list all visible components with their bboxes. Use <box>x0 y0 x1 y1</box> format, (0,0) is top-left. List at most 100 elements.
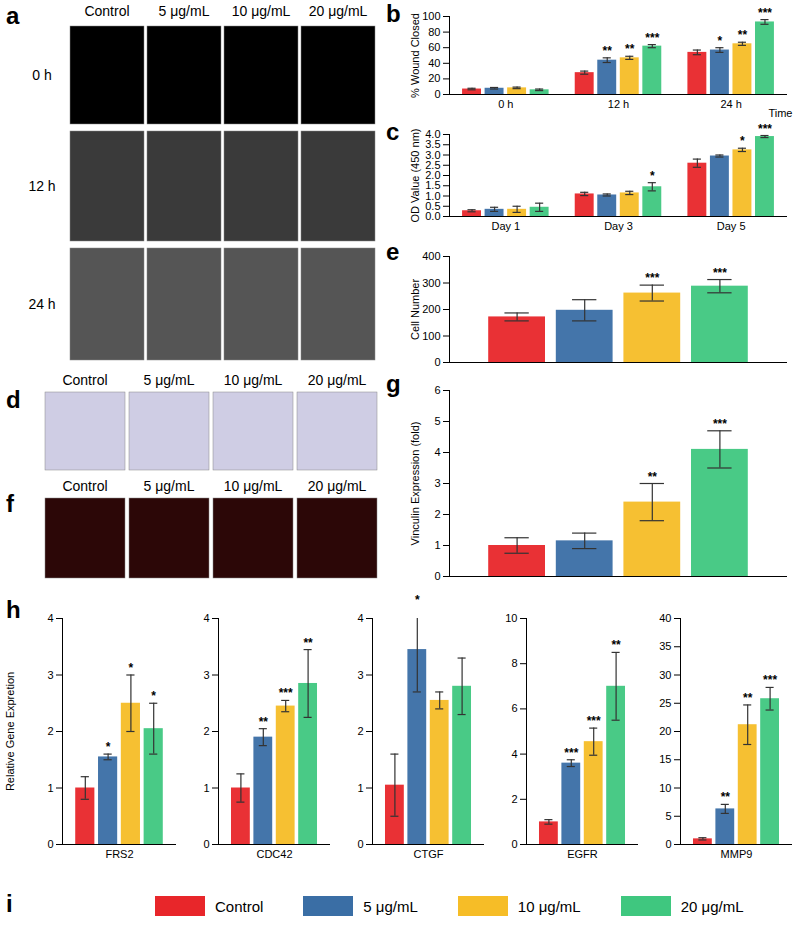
svg-text:15: 15 <box>659 753 671 765</box>
svg-text:20 μg/mL: 20 μg/mL <box>309 3 368 19</box>
svg-text:3.5: 3.5 <box>425 138 440 150</box>
svg-text:1.5: 1.5 <box>425 179 440 191</box>
svg-text:***: *** <box>713 417 727 431</box>
svg-text:5 μg/mL: 5 μg/mL <box>144 478 195 494</box>
svg-text:0: 0 <box>357 838 363 850</box>
svg-text:Control: Control <box>62 478 107 494</box>
svg-text:12 h: 12 h <box>608 98 629 110</box>
svg-text:20: 20 <box>428 72 440 84</box>
svg-text:30: 30 <box>659 669 671 681</box>
svg-text:24 h: 24 h <box>28 296 55 312</box>
svg-text:5: 5 <box>665 810 671 822</box>
svg-text:FRS2: FRS2 <box>105 848 133 860</box>
svg-text:0: 0 <box>203 838 209 850</box>
svg-text:12 h: 12 h <box>28 178 55 194</box>
svg-text:***: *** <box>758 122 772 136</box>
svg-text:*: * <box>718 34 723 48</box>
svg-text:***: *** <box>763 673 777 687</box>
svg-text:OD Value (450 nm): OD Value (450 nm) <box>409 129 421 223</box>
svg-text:**: ** <box>603 44 613 58</box>
svg-text:MMP9: MMP9 <box>721 848 753 860</box>
svg-text:0.5: 0.5 <box>425 200 440 212</box>
svg-text:2: 2 <box>357 725 363 737</box>
svg-text:**: ** <box>721 790 731 804</box>
svg-text:4: 4 <box>434 446 440 458</box>
svg-text:10: 10 <box>659 782 671 794</box>
svg-text:*: * <box>415 593 420 607</box>
svg-text:EGFR: EGFR <box>567 848 598 860</box>
svg-text:3.0: 3.0 <box>425 149 440 161</box>
svg-text:5: 5 <box>434 415 440 427</box>
svg-text:3: 3 <box>434 477 440 489</box>
svg-text:1: 1 <box>203 782 209 794</box>
svg-text:0: 0 <box>511 838 517 850</box>
svg-text:2: 2 <box>511 793 517 805</box>
svg-text:CTGF: CTGF <box>414 848 444 860</box>
svg-text:*: * <box>106 740 111 754</box>
svg-text:*: * <box>650 169 655 183</box>
svg-text:35: 35 <box>659 640 671 652</box>
svg-text:*: * <box>129 661 134 675</box>
svg-text:***: *** <box>713 266 727 280</box>
svg-text:20 μg/mL: 20 μg/mL <box>308 372 367 388</box>
svg-text:Day 5: Day 5 <box>717 220 746 232</box>
svg-text:**: ** <box>303 636 313 650</box>
svg-text:0 h: 0 h <box>32 67 51 83</box>
svg-text:0.0: 0.0 <box>425 210 440 222</box>
svg-text:**: ** <box>625 42 635 56</box>
svg-text:0: 0 <box>47 838 53 850</box>
svg-text:**: ** <box>743 691 753 705</box>
svg-text:*: * <box>151 689 156 703</box>
svg-text:1: 1 <box>47 782 53 794</box>
svg-text:Vinculin Expression (fold): Vinculin Expression (fold) <box>409 422 421 546</box>
svg-text:***: *** <box>645 31 659 45</box>
svg-text:% Wound Closed: % Wound Closed <box>409 13 421 98</box>
svg-text:Control: Control <box>62 372 107 388</box>
svg-text:***: *** <box>564 746 578 760</box>
svg-text:3: 3 <box>47 669 53 681</box>
svg-text:100: 100 <box>422 10 440 22</box>
svg-text:10 μg/mL: 10 μg/mL <box>224 478 283 494</box>
svg-text:3: 3 <box>203 669 209 681</box>
svg-text:8: 8 <box>511 657 517 669</box>
svg-text:100: 100 <box>422 330 440 342</box>
svg-text:24 h: 24 h <box>720 98 741 110</box>
svg-text:***: *** <box>758 6 772 20</box>
svg-text:400: 400 <box>422 250 440 262</box>
svg-text:Day 3: Day 3 <box>604 220 633 232</box>
svg-text:10: 10 <box>505 612 517 624</box>
svg-text:4: 4 <box>357 612 363 624</box>
svg-text:200: 200 <box>422 303 440 315</box>
svg-text:2.0: 2.0 <box>425 169 440 181</box>
svg-text:CDC42: CDC42 <box>256 848 292 860</box>
svg-text:300: 300 <box>422 277 440 289</box>
svg-text:0: 0 <box>665 838 671 850</box>
svg-text:Day 1: Day 1 <box>491 220 520 232</box>
svg-text:0: 0 <box>434 88 440 100</box>
svg-text:Control: Control <box>84 3 129 19</box>
svg-text:***: *** <box>587 714 601 728</box>
svg-text:4: 4 <box>203 612 209 624</box>
svg-text:**: ** <box>648 470 658 484</box>
svg-text:2.5: 2.5 <box>425 159 440 171</box>
svg-text:25: 25 <box>659 697 671 709</box>
svg-text:**: ** <box>611 638 621 652</box>
svg-text:3: 3 <box>357 669 363 681</box>
svg-text:Cell Number: Cell Number <box>409 279 421 340</box>
svg-text:4: 4 <box>47 612 53 624</box>
svg-text:20 μg/mL: 20 μg/mL <box>308 478 367 494</box>
svg-text:0 h: 0 h <box>498 98 513 110</box>
svg-text:10 μg/mL: 10 μg/mL <box>232 3 291 19</box>
svg-text:40: 40 <box>428 57 440 69</box>
svg-text:10 μg/mL: 10 μg/mL <box>224 372 283 388</box>
svg-text:**: ** <box>259 715 269 729</box>
svg-text:0: 0 <box>434 356 440 368</box>
svg-text:4: 4 <box>511 748 517 760</box>
svg-text:6: 6 <box>434 384 440 396</box>
svg-text:2: 2 <box>434 508 440 520</box>
svg-text:2: 2 <box>47 725 53 737</box>
svg-text:2: 2 <box>203 725 209 737</box>
svg-text:***: *** <box>645 271 659 285</box>
svg-text:1: 1 <box>434 539 440 551</box>
svg-text:20: 20 <box>659 725 671 737</box>
